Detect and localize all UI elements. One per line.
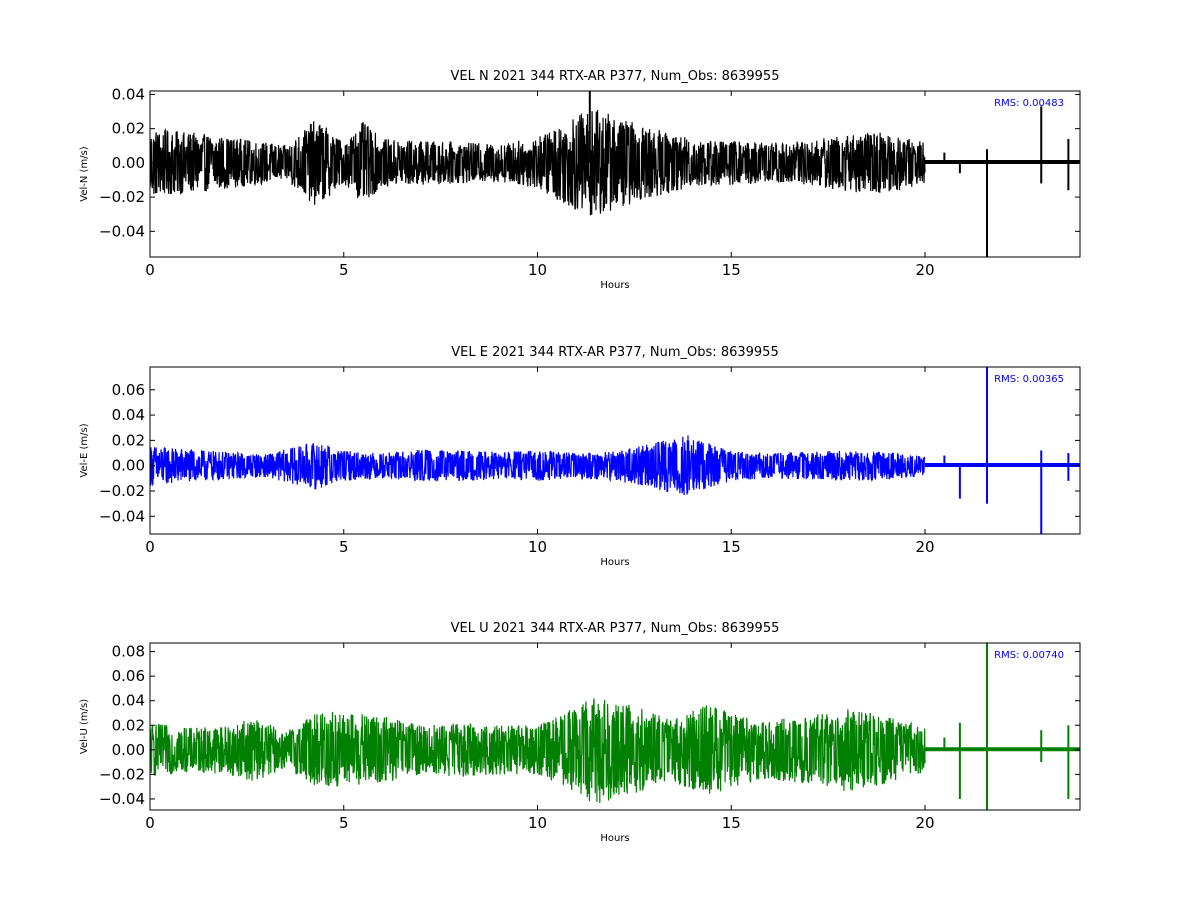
series-line: [150, 435, 926, 496]
y-tick-label: 0.00: [112, 457, 145, 475]
y-tick-label: −0.04: [99, 222, 145, 240]
y-tick-label: 0.04: [112, 406, 145, 424]
x-axis-label: Hours: [600, 557, 629, 568]
y-tick-label: 0.06: [112, 381, 145, 399]
x-axis-label: Hours: [600, 280, 629, 291]
subplot-1: VEL E 2021 344 RTX-AR P377, Num_Obs: 863…: [79, 345, 1081, 568]
x-axis-label: Hours: [600, 833, 629, 844]
y-tick-label: −0.02: [99, 482, 145, 500]
y-tick-label: −0.02: [99, 765, 145, 783]
y-tick-label: 0.02: [112, 716, 145, 734]
x-tick-label: 20: [915, 538, 934, 556]
rms-annotation: RMS: 0.00483: [994, 98, 1064, 109]
x-tick-label: 15: [722, 261, 741, 279]
x-tick-label: 15: [722, 538, 741, 556]
y-tick-label: 0.04: [112, 85, 145, 103]
axes-frame: [149, 366, 1081, 535]
axes-frame: [149, 642, 1081, 811]
x-tick-label: 0: [145, 261, 155, 279]
x-tick-label: 10: [528, 261, 547, 279]
x-tick-label: 5: [339, 538, 349, 556]
y-tick-label: 0.02: [112, 120, 145, 138]
y-tick-label: 0.04: [112, 692, 145, 710]
x-tick-label: 10: [528, 538, 547, 556]
rms-annotation: RMS: 0.00740: [994, 650, 1064, 661]
axes-frame: [149, 90, 1081, 258]
series-line: [150, 698, 926, 804]
y-tick-label: 0.06: [112, 667, 145, 685]
y-axis-label: Vel-U (m/s): [79, 699, 90, 754]
y-axis-label: Vel-E (m/s): [79, 423, 90, 477]
y-tick-label: −0.04: [99, 790, 145, 808]
y-tick-label: 0.00: [112, 741, 145, 759]
x-tick-label: 20: [915, 261, 934, 279]
y-tick-label: 0.02: [112, 431, 145, 449]
x-tick-label: 5: [339, 814, 349, 832]
x-tick-label: 15: [722, 814, 741, 832]
y-tick-label: 0.08: [112, 643, 145, 661]
x-tick-label: 5: [339, 261, 349, 279]
x-tick-label: 20: [915, 814, 934, 832]
plot-title: VEL E 2021 344 RTX-AR P377, Num_Obs: 863…: [451, 345, 778, 360]
series-group: [150, 643, 1080, 810]
x-tick-label: 10: [528, 814, 547, 832]
x-tick-label: 0: [145, 538, 155, 556]
series-group: [150, 91, 1080, 257]
plot-title: VEL N 2021 344 RTX-AR P377, Num_Obs: 863…: [451, 69, 780, 84]
subplot-0: VEL N 2021 344 RTX-AR P377, Num_Obs: 863…: [79, 69, 1081, 291]
y-tick-label: 0.00: [112, 154, 145, 172]
y-tick-label: −0.02: [99, 188, 145, 206]
x-tick-label: 0: [145, 814, 155, 832]
subplot-2: VEL U 2021 344 RTX-AR P377, Num_Obs: 863…: [79, 621, 1081, 844]
y-axis-label: Vel-N (m/s): [79, 146, 90, 201]
rms-annotation: RMS: 0.00365: [994, 374, 1064, 385]
series-group: [150, 367, 1080, 534]
plot-title: VEL U 2021 344 RTX-AR P377, Num_Obs: 863…: [451, 621, 780, 636]
series-line: [150, 109, 926, 216]
y-tick-label: −0.04: [99, 507, 145, 525]
